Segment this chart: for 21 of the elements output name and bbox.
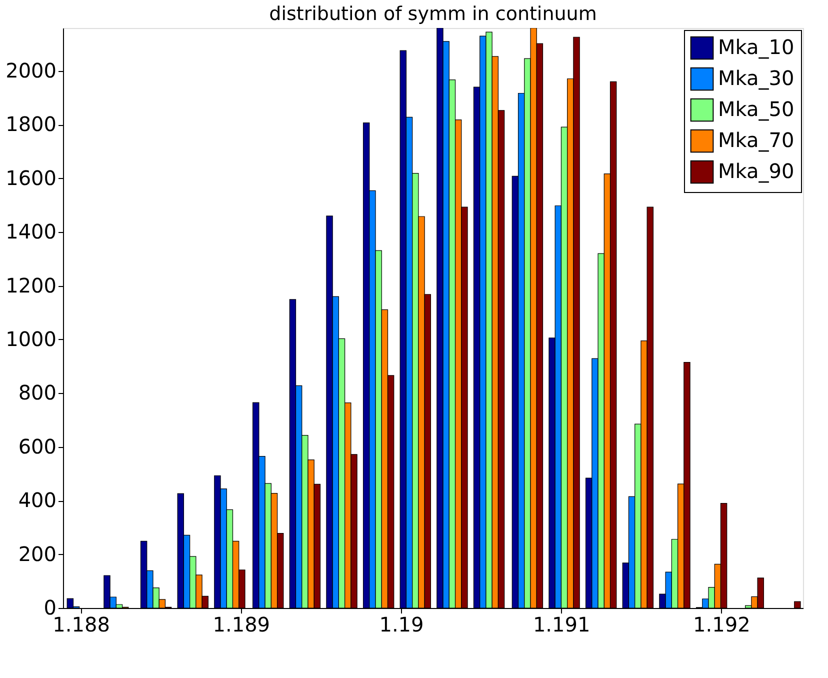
x-tick-label: 1.19 (379, 612, 424, 636)
y-tick-label: 1000 (6, 326, 56, 351)
legend-label: Mka_10 (718, 35, 794, 59)
y-tick-label: 2000 (6, 58, 56, 82)
legend-label: Mka_30 (718, 66, 794, 90)
x-tick-label: 1.191 (532, 612, 590, 636)
y-tick-label: 1200 (6, 273, 56, 298)
y-tick-label: 800 (18, 380, 56, 405)
x-tick-label: 1.189 (212, 612, 270, 636)
y-tick-label: 200 (18, 542, 56, 566)
x-tick-label: 1.188 (52, 612, 110, 636)
legend-label: Mka_50 (718, 97, 794, 121)
y-tick-label: 1800 (6, 112, 56, 136)
legend-label: Mka_90 (718, 159, 794, 183)
y-tick-label: 400 (18, 488, 56, 512)
y-tick-label: 1600 (6, 166, 56, 190)
y-tick-label: 1400 (6, 220, 56, 244)
y-tick-label: 600 (18, 434, 56, 458)
legend-label: Mka_70 (718, 128, 794, 152)
x-tick-label: 1.192 (693, 612, 750, 636)
chart-title: distribution of symm in continuum (269, 3, 597, 25)
